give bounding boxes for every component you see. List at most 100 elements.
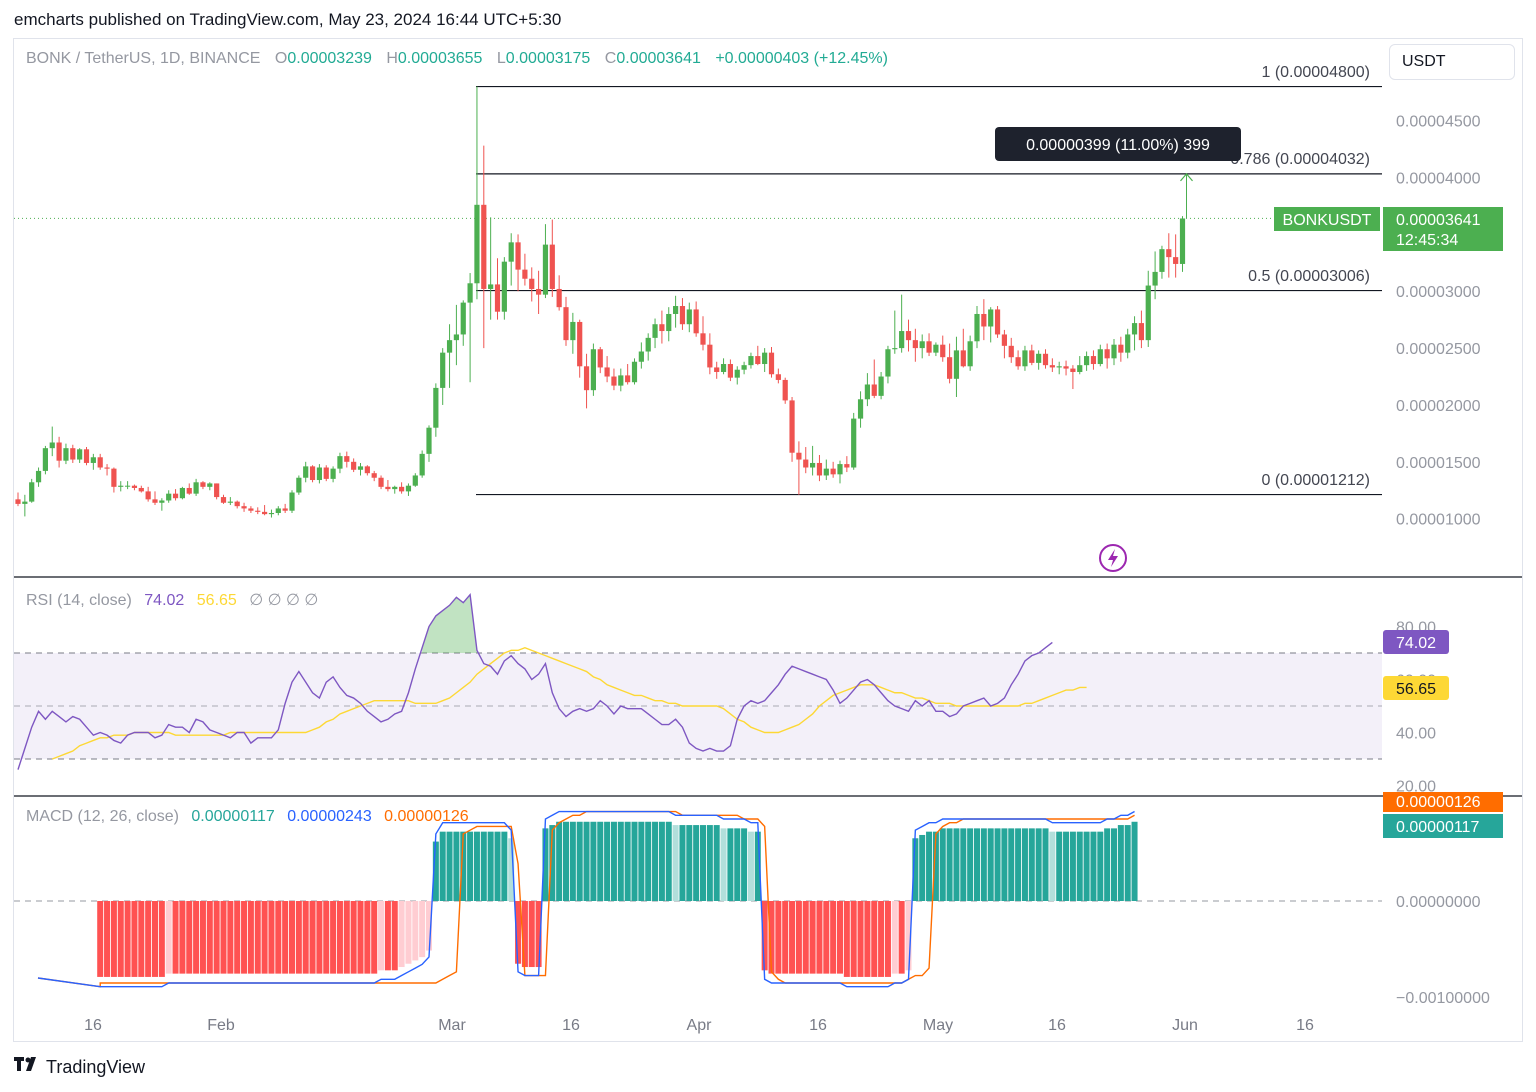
macd-histogram-bar bbox=[172, 901, 179, 974]
high-label: H bbox=[386, 50, 398, 67]
macd-histogram-bar bbox=[638, 821, 645, 901]
candle-body bbox=[720, 364, 727, 372]
brand-name: TradingView bbox=[46, 1057, 146, 1077]
candle-body bbox=[1125, 334, 1131, 353]
candle-body bbox=[871, 384, 877, 396]
symbol-label[interactable]: BONK / TetherUS, 1D, BINANCE bbox=[26, 50, 261, 67]
candle-body bbox=[1022, 350, 1028, 367]
candle-body bbox=[446, 340, 453, 353]
candle-body bbox=[275, 508, 281, 513]
candle-body bbox=[796, 452, 802, 460]
rsi-legend[interactable]: RSI (14, close) 74.02 56.65 ∅ ∅ ∅ ∅ bbox=[26, 590, 318, 610]
macd-histogram-bar bbox=[152, 901, 158, 977]
macd-histogram-bar bbox=[693, 825, 700, 901]
rsi-label[interactable]: RSI (14, close) bbox=[26, 592, 132, 609]
candle-body bbox=[515, 242, 521, 270]
macd-hist-last-tag-label: 0.00000117 bbox=[1396, 819, 1479, 836]
candle-body bbox=[755, 356, 761, 365]
candle-body bbox=[988, 309, 994, 327]
macd-histogram-bar bbox=[754, 831, 761, 901]
candle-body bbox=[399, 486, 405, 492]
macd-histogram-bar bbox=[158, 901, 165, 977]
candle-body bbox=[782, 379, 788, 401]
macd-histogram-bar bbox=[213, 901, 220, 974]
macd-histogram-bar bbox=[302, 901, 309, 974]
macd-label[interactable]: MACD (12, 26, close) bbox=[26, 808, 179, 825]
macd-histogram-bar bbox=[912, 838, 919, 901]
last-price-tag bbox=[1383, 207, 1503, 251]
candle-body bbox=[583, 366, 590, 391]
measure-arrow-head bbox=[1180, 172, 1193, 182]
macd-histogram-bar bbox=[871, 901, 878, 977]
tradingview-logo-icon bbox=[14, 1056, 40, 1079]
macd-histogram-bar bbox=[412, 901, 419, 961]
candle-body bbox=[371, 473, 377, 478]
macd-histogram-bar bbox=[521, 901, 528, 968]
macd-histogram-bar bbox=[610, 821, 617, 901]
macd-histogram-bar bbox=[850, 901, 857, 977]
candle-body bbox=[405, 485, 412, 492]
macd-histogram-bar bbox=[535, 901, 542, 968]
macd-histogram-bar bbox=[364, 901, 371, 974]
candle-body bbox=[816, 462, 823, 476]
symbol-legend[interactable]: BONK / TetherUS, 1D, BINANCE O0.00003239… bbox=[26, 50, 888, 68]
macd-histogram-bar bbox=[789, 901, 796, 974]
candle-body bbox=[775, 374, 781, 380]
candle-body bbox=[1097, 349, 1103, 365]
candle-body bbox=[1131, 323, 1138, 335]
macd-histogram-bar bbox=[378, 901, 385, 971]
macd-histogram-bar bbox=[932, 831, 939, 901]
price-axis-label: 0.00002000 bbox=[1396, 398, 1481, 415]
macd-histogram-bar bbox=[974, 828, 980, 901]
candle-body bbox=[878, 376, 884, 396]
candle-body bbox=[768, 352, 775, 375]
macd-histogram-bar bbox=[241, 901, 248, 974]
candle-body bbox=[200, 482, 206, 487]
macd-histogram-bar bbox=[802, 901, 809, 974]
candle-body bbox=[618, 375, 624, 386]
macd-histogram-bar bbox=[487, 831, 494, 901]
candle-body bbox=[645, 337, 651, 352]
macd-histogram-bar bbox=[398, 901, 405, 968]
macd-histogram-bar bbox=[658, 821, 665, 901]
macd-histogram-bar bbox=[193, 901, 200, 974]
low-value: 0.00003175 bbox=[505, 50, 591, 67]
change-value: +0.00000403 (+12.45%) bbox=[715, 50, 888, 67]
macd-histogram-bar bbox=[775, 901, 782, 974]
candle-body bbox=[90, 457, 96, 463]
macd-histogram-bar bbox=[597, 821, 604, 901]
macd-histogram-bar bbox=[336, 901, 343, 974]
macd-histogram-bar bbox=[1076, 831, 1083, 901]
macd-histogram-bar bbox=[953, 828, 960, 901]
macd-histogram-bar bbox=[960, 828, 967, 901]
candle-body bbox=[385, 486, 391, 490]
macd-hist-value: 0.00000117 bbox=[191, 808, 275, 825]
macd-histogram-bar bbox=[823, 901, 830, 974]
macd-signal-last-tag bbox=[1383, 792, 1503, 812]
candle-body bbox=[309, 466, 316, 481]
macd-histogram-bar bbox=[460, 831, 467, 901]
currency-button[interactable]: USDT bbox=[1389, 44, 1515, 80]
candle-body bbox=[166, 493, 172, 501]
macd-legend[interactable]: MACD (12, 26, close) 0.00000117 0.000002… bbox=[26, 808, 469, 826]
macd-histogram-bar bbox=[665, 821, 672, 901]
price-axis-label: 0.00001500 bbox=[1396, 455, 1481, 472]
candle-body bbox=[262, 511, 268, 515]
macd-histogram-bar bbox=[905, 901, 912, 971]
low-label: L bbox=[496, 50, 506, 67]
macd-histogram-bar bbox=[371, 901, 378, 974]
candle-body bbox=[789, 400, 795, 453]
macd-histogram-bar bbox=[617, 821, 624, 901]
tradingview-logo[interactable]: TradingView bbox=[14, 1056, 145, 1079]
candle-body bbox=[673, 306, 679, 314]
candle-body bbox=[83, 449, 90, 463]
candle-body bbox=[494, 284, 501, 312]
rsi-last-tag bbox=[1383, 630, 1449, 654]
rsi-line bbox=[17, 593, 1053, 770]
macd-histogram-bar bbox=[145, 901, 152, 977]
candle-body bbox=[152, 499, 158, 503]
candle-body bbox=[810, 462, 816, 468]
open-label: O bbox=[274, 50, 288, 67]
candle-body bbox=[967, 341, 973, 367]
